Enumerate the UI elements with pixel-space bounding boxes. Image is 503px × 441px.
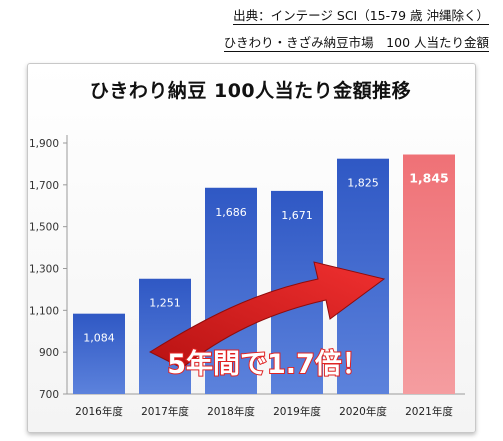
growth-callout: 5年間で1.7倍！	[167, 348, 369, 380]
bar-5	[403, 154, 455, 394]
bar-value-label: 1,686	[215, 206, 247, 219]
bar-value-label: 1,825	[347, 177, 379, 190]
bar-value-label: 1,084	[83, 332, 115, 345]
x-tick-label: 2021年度	[405, 405, 453, 418]
y-tick-label: 1,500	[29, 222, 59, 234]
x-tick-label: 2016年度	[75, 405, 123, 418]
y-tick-label: 1,300	[29, 264, 59, 276]
source-subtitle: ひきわり・きざみ納豆市場 100 人当たり金額	[223, 35, 489, 52]
x-tick-label: 2018年度	[207, 405, 255, 418]
x-tick-label: 2019年度	[273, 405, 321, 418]
y-tick-label: 1,100	[29, 305, 59, 317]
bar-value-label: 1,845	[409, 171, 449, 186]
trend-arrow	[148, 261, 386, 369]
y-tick-label: 1,700	[29, 180, 59, 192]
y-tick-label: 1,900	[29, 138, 59, 150]
y-tick-label: 700	[39, 389, 59, 401]
x-tick-label: 2017年度	[141, 405, 189, 418]
source-note: 出典：インテージ SCI（15-79 歳 沖縄除く）	[233, 8, 489, 25]
y-tick-label: 900	[39, 347, 59, 359]
bar-value-label: 1,251	[149, 297, 181, 310]
chart-title: ひきわり納豆 100人当たり金額推移	[89, 80, 412, 102]
x-tick-label: 2020年度	[339, 405, 387, 418]
bar-0	[73, 313, 125, 394]
bar-2	[205, 187, 257, 394]
bar-value-label: 1,671	[281, 209, 313, 222]
